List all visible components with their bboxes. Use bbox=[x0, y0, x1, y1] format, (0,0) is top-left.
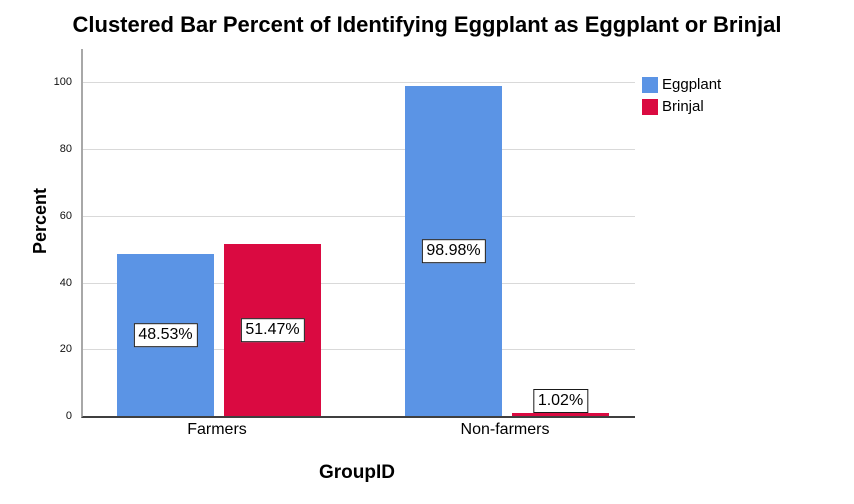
data-label: 48.53% bbox=[133, 322, 198, 348]
legend-item-eggplant: Eggplant bbox=[642, 76, 721, 93]
y-tick-label: 20 bbox=[59, 343, 72, 356]
bar-non-farmers-brinjal bbox=[512, 412, 609, 416]
data-label: 98.98% bbox=[421, 238, 486, 264]
gridline-60 bbox=[83, 215, 635, 217]
legend-swatch-icon bbox=[642, 98, 658, 115]
legend-item-brinjal: Brinjal bbox=[642, 98, 721, 115]
chart-title: Clustered Bar Percent of Identifying Egg… bbox=[72, 12, 782, 37]
legend-label: Eggplant bbox=[662, 76, 722, 93]
x-axis-title: GroupID bbox=[319, 462, 395, 483]
y-tick-label: 100 bbox=[53, 76, 72, 89]
data-label: 51.47% bbox=[240, 317, 305, 343]
category-label-farmers: Farmers bbox=[187, 421, 247, 438]
gridline-40 bbox=[83, 282, 635, 284]
gridline-100 bbox=[83, 82, 635, 84]
data-label: 1.02% bbox=[532, 388, 589, 413]
y-tick-label: 80 bbox=[59, 143, 72, 156]
legend-label: Brinjal bbox=[662, 98, 704, 115]
y-tick-label: 40 bbox=[59, 276, 72, 289]
category-label-non-farmers: Non-farmers bbox=[460, 421, 550, 438]
plot-area: 48.53% 98.98% 51.47% 1.02% bbox=[81, 49, 635, 418]
legend: Eggplant Brinjal bbox=[642, 76, 721, 120]
y-tick-label: 60 bbox=[59, 209, 72, 222]
legend-swatch-icon bbox=[642, 76, 658, 93]
y-tick-label: 0 bbox=[65, 410, 72, 422]
gridline-80 bbox=[83, 149, 635, 151]
gridline-20 bbox=[83, 349, 635, 351]
